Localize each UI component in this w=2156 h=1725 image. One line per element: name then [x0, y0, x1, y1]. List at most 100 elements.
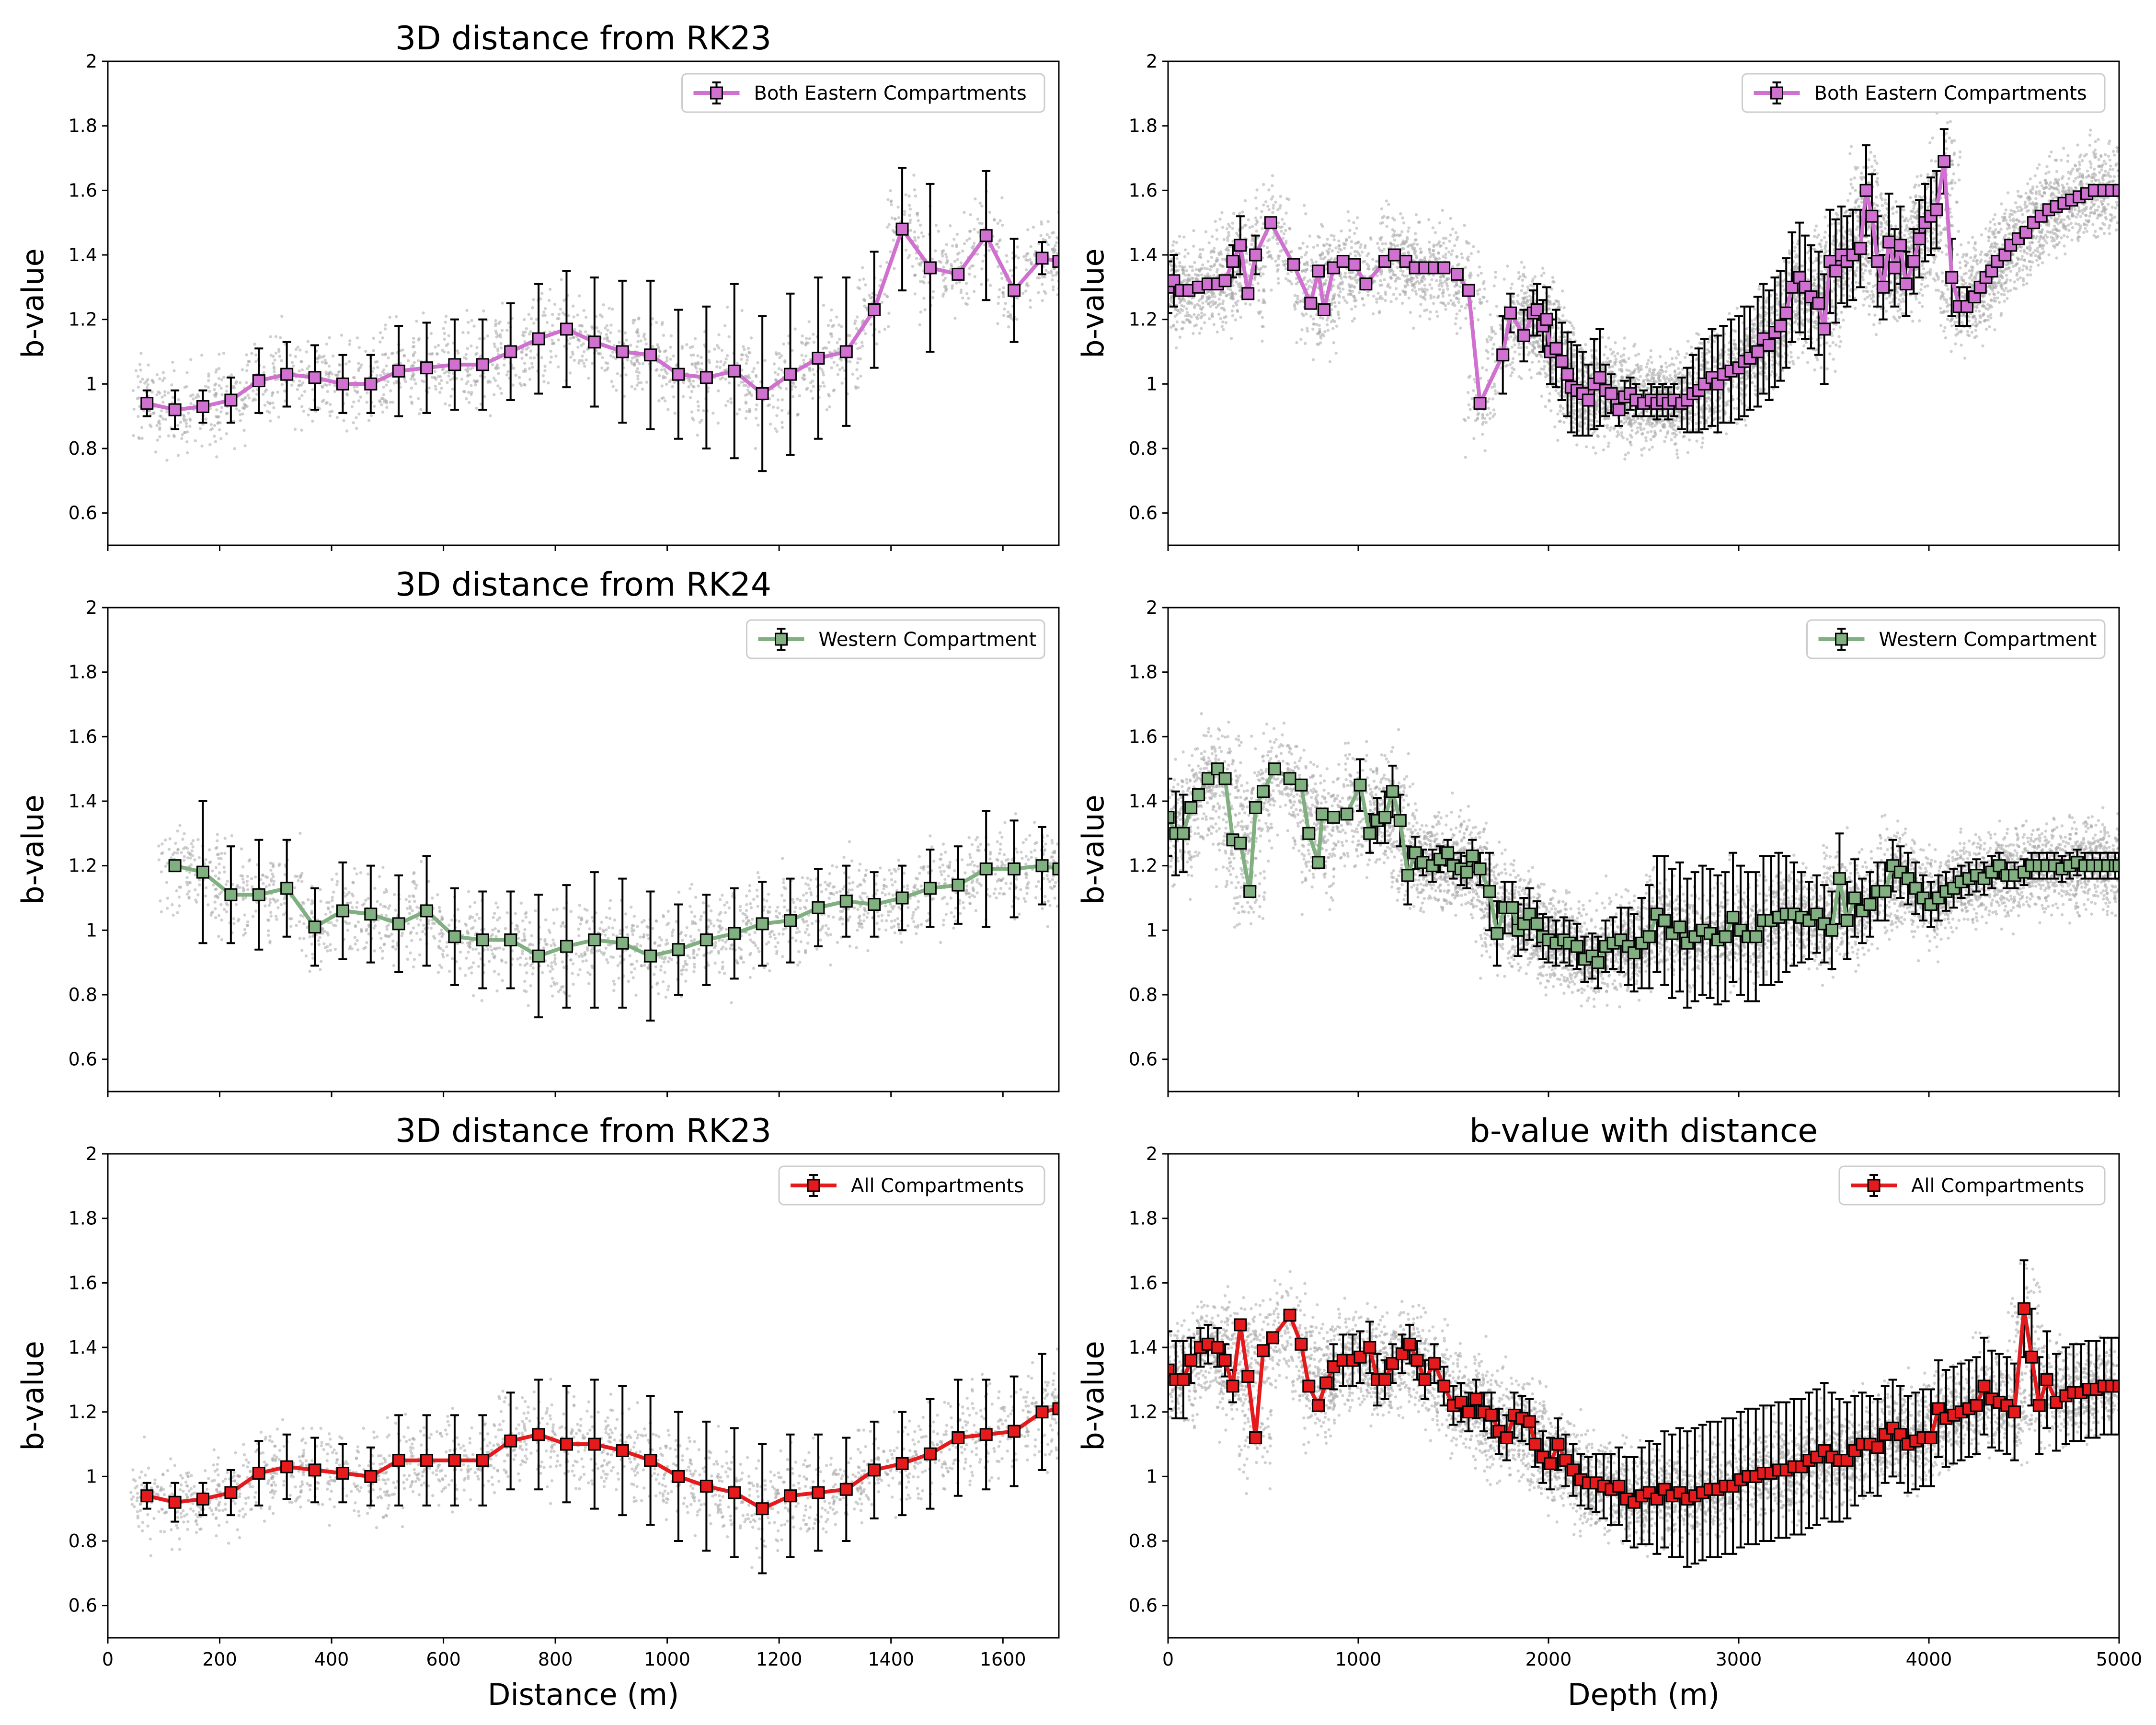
background-point	[1212, 274, 1216, 277]
background-point	[804, 354, 808, 358]
background-point	[366, 391, 369, 395]
background-point	[723, 368, 726, 372]
background-point	[352, 421, 355, 425]
background-point	[968, 273, 971, 276]
background-point	[801, 334, 804, 338]
background-point	[206, 386, 210, 389]
background-point	[885, 225, 889, 229]
background-point	[188, 417, 192, 421]
background-point	[1460, 256, 1464, 260]
background-point	[1388, 270, 1391, 274]
background-point	[1158, 308, 1160, 311]
background-point	[388, 316, 391, 319]
background-point	[1281, 237, 1285, 240]
background-point	[1253, 276, 1257, 280]
background-point	[1306, 280, 1309, 283]
background-point	[1001, 291, 1004, 294]
background-point	[809, 381, 813, 384]
background-point	[1221, 257, 1224, 261]
background-point	[1399, 233, 1402, 237]
background-point	[956, 258, 959, 261]
background-point	[1350, 271, 1353, 275]
background-point	[1380, 269, 1384, 273]
background-point	[687, 385, 690, 389]
background-point	[1405, 274, 1409, 278]
background-point	[610, 308, 614, 311]
background-point	[162, 377, 166, 380]
background-point	[384, 323, 387, 327]
background-point	[1211, 315, 1214, 318]
background-point	[242, 397, 246, 401]
background-point	[1572, 402, 1576, 405]
data-marker	[364, 377, 378, 391]
background-point	[1350, 277, 1353, 281]
background-point	[1534, 324, 1537, 327]
background-point	[1441, 301, 1445, 305]
background-point	[493, 393, 496, 396]
background-point	[417, 337, 421, 341]
background-point	[551, 313, 554, 316]
background-point	[1590, 423, 1593, 426]
background-point	[177, 398, 181, 402]
background-point	[1399, 293, 1402, 296]
background-point	[1418, 288, 1421, 291]
background-point	[1531, 344, 1535, 347]
background-point	[192, 397, 195, 401]
background-point	[163, 393, 167, 397]
background-point	[1553, 425, 1557, 428]
background-point	[1601, 365, 1605, 368]
background-point	[918, 280, 922, 283]
background-point	[1052, 288, 1055, 291]
background-point	[520, 356, 524, 360]
background-point	[1445, 282, 1448, 286]
background-point	[720, 348, 724, 352]
background-point	[499, 335, 503, 339]
background-point	[1239, 282, 1242, 285]
background-point	[1271, 184, 1274, 187]
background-point	[1607, 370, 1611, 374]
background-point	[1407, 226, 1411, 230]
background-point	[277, 347, 281, 351]
background-point	[1180, 304, 1183, 307]
background-point	[1512, 300, 1515, 303]
background-point	[180, 437, 183, 440]
background-point	[1464, 317, 1468, 320]
background-point	[980, 283, 983, 286]
background-point	[1517, 375, 1521, 379]
background-point	[1220, 253, 1223, 256]
background-point	[908, 207, 912, 211]
background-point	[1201, 248, 1204, 252]
background-point	[742, 345, 745, 348]
background-point	[582, 350, 586, 354]
background-point	[1353, 254, 1357, 258]
background-point	[585, 315, 588, 319]
background-point	[471, 366, 474, 369]
background-point	[1332, 234, 1336, 238]
background-point	[695, 367, 698, 370]
background-point	[716, 421, 720, 425]
background-point	[561, 311, 565, 315]
background-point	[554, 355, 558, 358]
background-point	[222, 376, 226, 379]
background-point	[856, 286, 860, 289]
background-point	[1262, 289, 1265, 292]
background-point	[1546, 373, 1549, 377]
background-point	[976, 218, 980, 221]
background-point	[1573, 417, 1577, 420]
background-point	[1192, 332, 1195, 335]
background-point	[306, 367, 309, 370]
background-point	[1520, 377, 1523, 380]
background-point	[1459, 326, 1462, 330]
background-point	[1276, 254, 1280, 258]
y-tick-label: 1	[86, 373, 97, 394]
background-point	[641, 387, 644, 391]
data-marker	[812, 351, 825, 365]
background-point	[1343, 272, 1347, 275]
background-point	[357, 346, 361, 349]
background-point	[1491, 386, 1494, 389]
background-point	[1283, 222, 1286, 226]
background-point	[664, 349, 667, 353]
background-point	[208, 407, 212, 410]
background-point	[1232, 212, 1236, 215]
background-point	[1572, 411, 1575, 414]
